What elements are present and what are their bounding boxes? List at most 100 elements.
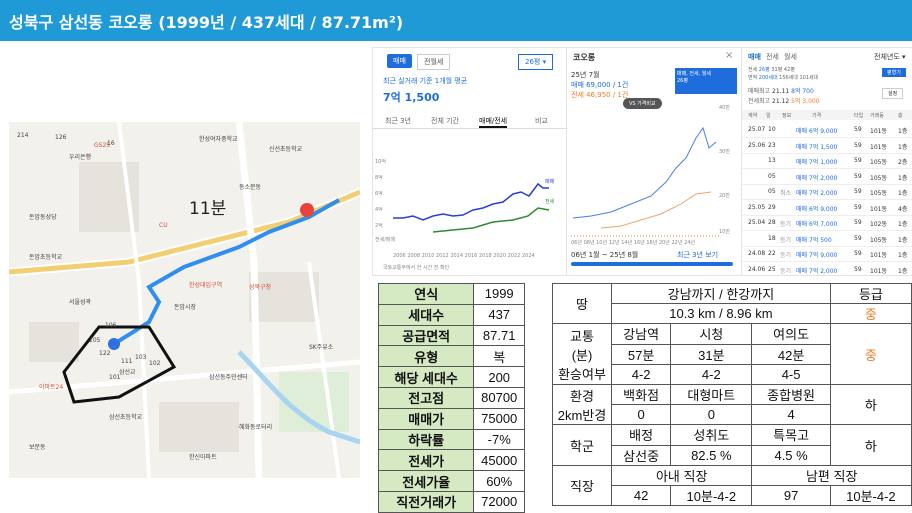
info-row: 세대수 437 xyxy=(377,303,525,326)
trade-panel: 매매 전세 월세 전체년도 ▾ 전세 26평 31평 42평 면적 200세대 … xyxy=(741,47,912,276)
info-value: 복 xyxy=(473,345,525,368)
husband-header: 남편 직장 xyxy=(751,464,912,486)
period-select[interactable]: 26평 ▾ xyxy=(518,54,554,70)
recent-3y-link[interactable]: 최근 3년 보기 xyxy=(677,251,719,259)
filter-size: 26평 xyxy=(677,78,688,84)
wife-header: 아내 직장 xyxy=(610,464,753,486)
trade-cell-m: 25.05 xyxy=(748,203,766,211)
trade-cell-type: 59 xyxy=(854,203,862,211)
env-val: 0 xyxy=(610,404,672,426)
trade-row[interactable]: 25.06 23 매매 7억 1,500 59 101동 1층 xyxy=(742,139,912,154)
road-number: 105 xyxy=(89,337,101,344)
y-tick: 40만 xyxy=(719,105,730,111)
env-col: 종합병원 xyxy=(751,383,831,406)
range-slider[interactable] xyxy=(571,262,733,266)
trade-row[interactable]: 25.04 28 등기 매매 6억 7,000 59 102동 1층 xyxy=(742,216,912,231)
compare-button[interactable]: VS 가격비교 xyxy=(623,98,662,109)
trade-cell-type: 59 xyxy=(854,157,862,164)
trade-cell-price: 매매 7억 2,000 xyxy=(796,190,838,197)
jeonse-trend xyxy=(600,191,712,229)
trade-cell-dong: 105동 xyxy=(870,236,887,244)
info-row: 하락률 -7% xyxy=(377,428,525,451)
info-value: 75000 xyxy=(473,407,525,430)
trade-cell-type: 59 xyxy=(854,219,862,226)
sort-select[interactable]: 전체년도 ▾ xyxy=(874,53,906,61)
trade-cell-floor: 1층 xyxy=(898,252,908,259)
traffic-col: 강남역 xyxy=(610,323,672,345)
trade-cell-d: 18 xyxy=(768,234,776,242)
school-val: 4.5 % xyxy=(751,444,831,466)
trade-cell-info: 등기 xyxy=(780,221,792,228)
map-label: 한성대입구역 xyxy=(189,282,223,289)
trade-cell-m: 24.06 xyxy=(748,265,766,273)
tab-jeonse[interactable]: 전세 xyxy=(766,53,779,61)
sub-tab[interactable]: 비교 xyxy=(535,117,548,125)
info-row: 연식 1999 xyxy=(377,283,525,305)
source-note: 국토교통부에서 한 시간 전 확인 xyxy=(383,265,450,271)
trade-cell-price: 매매 6억 9,000 xyxy=(796,205,838,213)
trade-cell-price: 매매 6억 7,000 xyxy=(796,221,838,228)
size-button[interactable]: 평형기 xyxy=(882,68,906,77)
sub-tab-active[interactable]: 매매/전세 xyxy=(479,116,508,128)
y-tick: 4억 xyxy=(375,207,383,213)
trade-row[interactable]: 24.08 22 등기 매매 7억 9,000 59 101동 1층 xyxy=(742,247,912,262)
filter-label: 매매, 전세, 월세 xyxy=(677,71,711,77)
volume-label: 전세/매매 xyxy=(375,237,396,243)
traffic-col: 시청 xyxy=(670,323,753,345)
period-value: 26평 xyxy=(525,58,541,66)
jeonse-line xyxy=(432,207,550,233)
school-col: 특목고 xyxy=(751,424,831,446)
trade-row[interactable]: 25.07 10 매매 6억 9,000 59 101동 1층 xyxy=(742,123,912,138)
trade-cell-dong: 101동 xyxy=(870,143,887,151)
trade-row[interactable]: 24.06 25 등기 매매 7억 2,000 59 101동 1층 xyxy=(742,263,912,276)
tab-monthly[interactable]: 월세 xyxy=(784,53,797,61)
trade-cell-m: 24.08 xyxy=(748,250,766,257)
traffic-grade: 중 xyxy=(829,323,912,385)
school-col: 성취도 xyxy=(670,424,753,446)
trade-row[interactable]: 25.05 29 매매 6억 9,000 59 101동 4층 xyxy=(742,201,912,216)
tab-sale[interactable]: 매매 xyxy=(387,54,412,68)
sale-trend xyxy=(572,126,717,219)
trade-header: 계약 일 정보 가격 타입 거래동 층 xyxy=(742,110,912,120)
info-row: 전고점 80700 xyxy=(377,386,525,409)
selected-sale: 매매 69,000 / 1건 xyxy=(571,81,629,89)
trade-row[interactable]: 13 매매 7억 1,000 59 105동 2층 xyxy=(742,154,912,169)
filter-box[interactable]: 매매, 전세, 월세 26평 xyxy=(675,68,737,94)
trade-cell-floor: 4층 xyxy=(898,205,908,213)
travel-time: 11분 xyxy=(189,199,227,219)
env-col: 대형마트 xyxy=(670,383,753,406)
sub-tab[interactable]: 최근 3년 xyxy=(385,117,411,125)
road-number: 102 xyxy=(149,360,161,367)
env-val: 0 xyxy=(670,404,753,426)
avg-price: 7억 1,500 xyxy=(383,91,440,104)
map-label: 서울성곽 xyxy=(69,299,92,306)
settings-button[interactable]: 설정 xyxy=(882,88,904,99)
map-view[interactable]: 11분 우리은행 돈암동성당 돈암초등학교 한성대입구역 삼선초등학교 성북구청… xyxy=(9,122,360,478)
info-value: 60% xyxy=(473,470,525,492)
tab-rent[interactable]: 전월세 xyxy=(417,54,451,70)
trade-cell-info: 등기 xyxy=(780,267,792,275)
close-icon[interactable]: × xyxy=(725,50,734,61)
trade-row[interactable]: 18 등기 매매 7억 500 59 105동 1층 xyxy=(742,232,912,247)
info-row: 해당 세대수 200 xyxy=(377,366,525,388)
trade-cell-price: 매매 7억 2,000 xyxy=(796,267,838,275)
trade-cell-d: 23 xyxy=(768,141,776,149)
info-label: 전고점 xyxy=(377,386,475,409)
sub-tab[interactable]: 전체 기간 xyxy=(431,117,459,125)
info-value: 437 xyxy=(473,303,525,326)
summary-row: 전세 26평 31평 42평 xyxy=(748,67,795,73)
traffic-min: 42분 xyxy=(751,343,831,365)
trade-row[interactable]: 05 매매 7억 2,000 59 105동 1층 xyxy=(742,170,912,185)
map-label: 한성여자중학교 xyxy=(199,136,238,143)
sub-tab-bar xyxy=(373,112,567,129)
map-label: 동소문동 xyxy=(239,184,262,191)
trade-row[interactable]: 05 취소 매매 7억 2,000 59 105동 1층 xyxy=(742,185,912,200)
traffic-min: 31분 xyxy=(670,343,753,365)
info-value: -7% xyxy=(473,428,525,451)
env-label: 환경 2km반경 xyxy=(552,383,612,426)
price-chart xyxy=(393,182,550,233)
tab-sale[interactable]: 매매 xyxy=(748,53,761,61)
trade-cell-floor: 1층 xyxy=(898,174,908,182)
trade-cell-m: 25.04 xyxy=(748,219,766,226)
route-line xyxy=(112,198,340,346)
